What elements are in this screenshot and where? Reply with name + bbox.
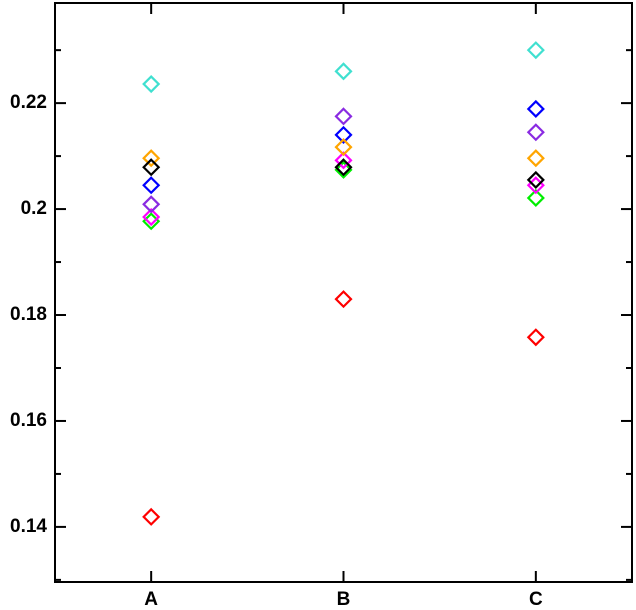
diamond-marker <box>526 328 545 347</box>
diamond-marker <box>526 123 545 142</box>
diamond-marker <box>526 149 545 168</box>
diamond-marker <box>142 158 161 177</box>
diamond-marker <box>334 151 353 170</box>
x-tick-label: B <box>337 589 351 610</box>
x-tick-label: C <box>529 589 543 610</box>
diamond-marker <box>526 99 545 119</box>
y-tick-label: 0.18 <box>10 304 47 325</box>
x-tick-label: A <box>144 589 158 610</box>
diamond-marker <box>334 62 353 81</box>
diamond-marker <box>142 195 161 214</box>
y-tick-label: 0.14 <box>10 516 47 537</box>
y-tick-label: 0.22 <box>10 92 47 113</box>
diamond-marker <box>142 507 161 526</box>
diamond-marker <box>526 41 545 60</box>
diamond-marker <box>334 138 353 157</box>
diamond-marker <box>142 149 161 168</box>
diamond-marker <box>334 107 353 126</box>
diamond-marker <box>526 170 545 189</box>
y-tick-label: 0.16 <box>10 410 47 431</box>
diamond-marker <box>526 188 545 207</box>
diamond-marker <box>334 160 353 179</box>
y-tick-label: 0.2 <box>21 198 47 219</box>
diamond-marker <box>142 176 161 195</box>
diamond-marker <box>334 125 353 144</box>
diamond-marker <box>334 158 353 177</box>
diamond-marker <box>334 290 353 309</box>
diamond-marker <box>142 74 161 94</box>
diamond-marker <box>142 207 161 227</box>
